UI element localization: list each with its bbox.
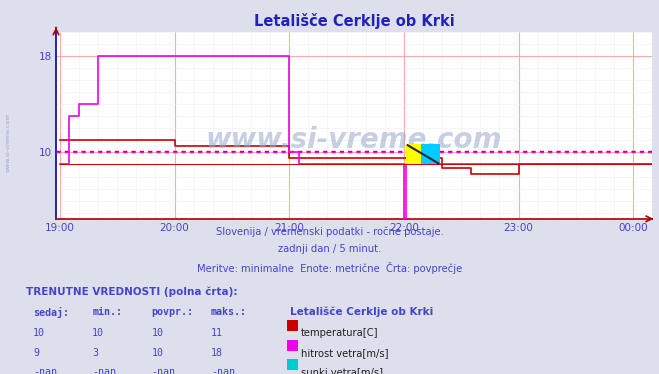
Text: sedaj:: sedaj: (33, 307, 69, 318)
Text: zadnji dan / 5 minut.: zadnji dan / 5 minut. (278, 244, 381, 254)
Text: -nan: -nan (33, 367, 57, 374)
Text: 11: 11 (211, 328, 223, 338)
Title: Letališče Cerklje ob Krki: Letališče Cerklje ob Krki (254, 13, 455, 29)
Text: 10: 10 (92, 328, 104, 338)
Bar (421, 144, 440, 165)
Text: TRENUTNE VREDNOSTI (polna črta):: TRENUTNE VREDNOSTI (polna črta): (26, 286, 238, 297)
Text: Slovenija / vremenski podatki - ročne postaje.: Slovenija / vremenski podatki - ročne po… (215, 226, 444, 237)
Text: hitrost vetra[m/s]: hitrost vetra[m/s] (301, 348, 388, 358)
Text: -nan: -nan (211, 367, 235, 374)
Text: temperatura[C]: temperatura[C] (301, 328, 378, 338)
Text: sunki vetra[m/s]: sunki vetra[m/s] (301, 367, 382, 374)
Text: 3: 3 (92, 348, 98, 358)
Text: 18: 18 (211, 348, 223, 358)
Text: min.:: min.: (92, 307, 123, 317)
Text: 10: 10 (33, 328, 45, 338)
Text: -nan: -nan (152, 367, 175, 374)
Text: Meritve: minimalne  Enote: metrične  Črta: povprečje: Meritve: minimalne Enote: metrične Črta:… (197, 262, 462, 274)
Text: maks.:: maks.: (211, 307, 247, 317)
Text: www.si-vreme.com: www.si-vreme.com (5, 112, 11, 172)
Text: www.si-vreme.com: www.si-vreme.com (206, 126, 502, 154)
Text: povpr.:: povpr.: (152, 307, 194, 317)
Text: 9: 9 (33, 348, 39, 358)
Text: Letališče Cerklje ob Krki: Letališče Cerklje ob Krki (290, 307, 433, 317)
Text: -nan: -nan (92, 367, 116, 374)
Text: 10: 10 (152, 348, 163, 358)
Bar (406, 144, 429, 165)
Text: 10: 10 (152, 328, 163, 338)
